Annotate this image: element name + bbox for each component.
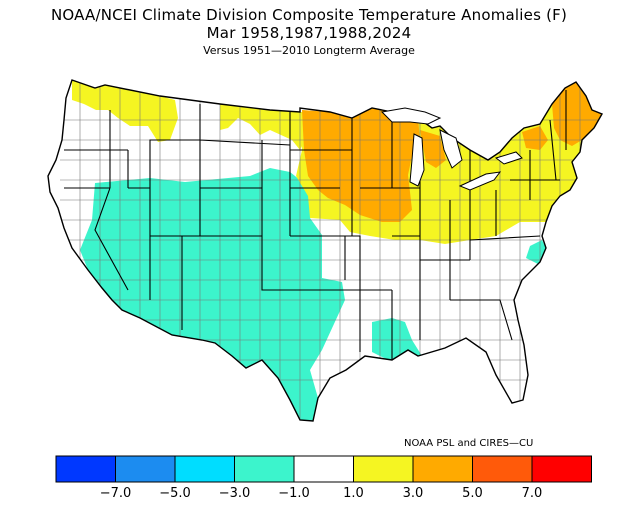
legend-tick-label: 5.0: [462, 486, 483, 501]
upstate-ny-very-warm-region: [522, 126, 548, 150]
michigan-very-warm-region: [420, 130, 446, 168]
anomaly-fill-layer: [48, 80, 602, 421]
legend-tick-label: −5.0: [159, 486, 191, 501]
lake-erie: [458, 171, 502, 191]
legend-swatch: [472, 455, 533, 483]
legend-swatch: [115, 455, 176, 483]
lake-huron: [439, 129, 463, 169]
legend-swatch: [353, 455, 414, 483]
legend-tick-label: −3.0: [218, 486, 251, 501]
legend-swatch: [55, 455, 116, 483]
legend-tick-label: −7.0: [99, 486, 132, 501]
southwest-cool-region: [80, 168, 345, 421]
legend-tick-label: 7.0: [521, 486, 543, 501]
legend-swatch: [412, 455, 473, 483]
data-credit: NOAA PSL and CIRES—CU: [404, 438, 534, 449]
state-boundaries: [64, 90, 567, 360]
lake-michigan: [409, 133, 425, 187]
upper-midwest-very-warm-region: [302, 108, 420, 222]
map-title: NOAA/NCEI Climate Division Composite Tem…: [50, 6, 568, 24]
map-subtitle-years: Mar 1958,1987,1988,2024: [206, 24, 412, 42]
northern-plains-warm-region: [220, 104, 305, 150]
legend-swatch: [293, 455, 354, 483]
lake-superior: [380, 107, 442, 125]
lake-ontario: [494, 151, 523, 165]
legend-tick-label: 1.0: [343, 486, 364, 501]
legend-tick-label: 3.0: [402, 486, 424, 501]
legend-swatch: [531, 455, 592, 483]
legend-swatch: [174, 455, 235, 483]
new-england-very-warm-region: [552, 82, 602, 146]
legend-swatch: [234, 455, 295, 483]
map-subtitle-baseline: Versus 1951—2010 Longterm Average: [203, 44, 415, 57]
northwest-warm-region: [72, 80, 178, 142]
legend-tick-label: −1.0: [278, 486, 310, 501]
